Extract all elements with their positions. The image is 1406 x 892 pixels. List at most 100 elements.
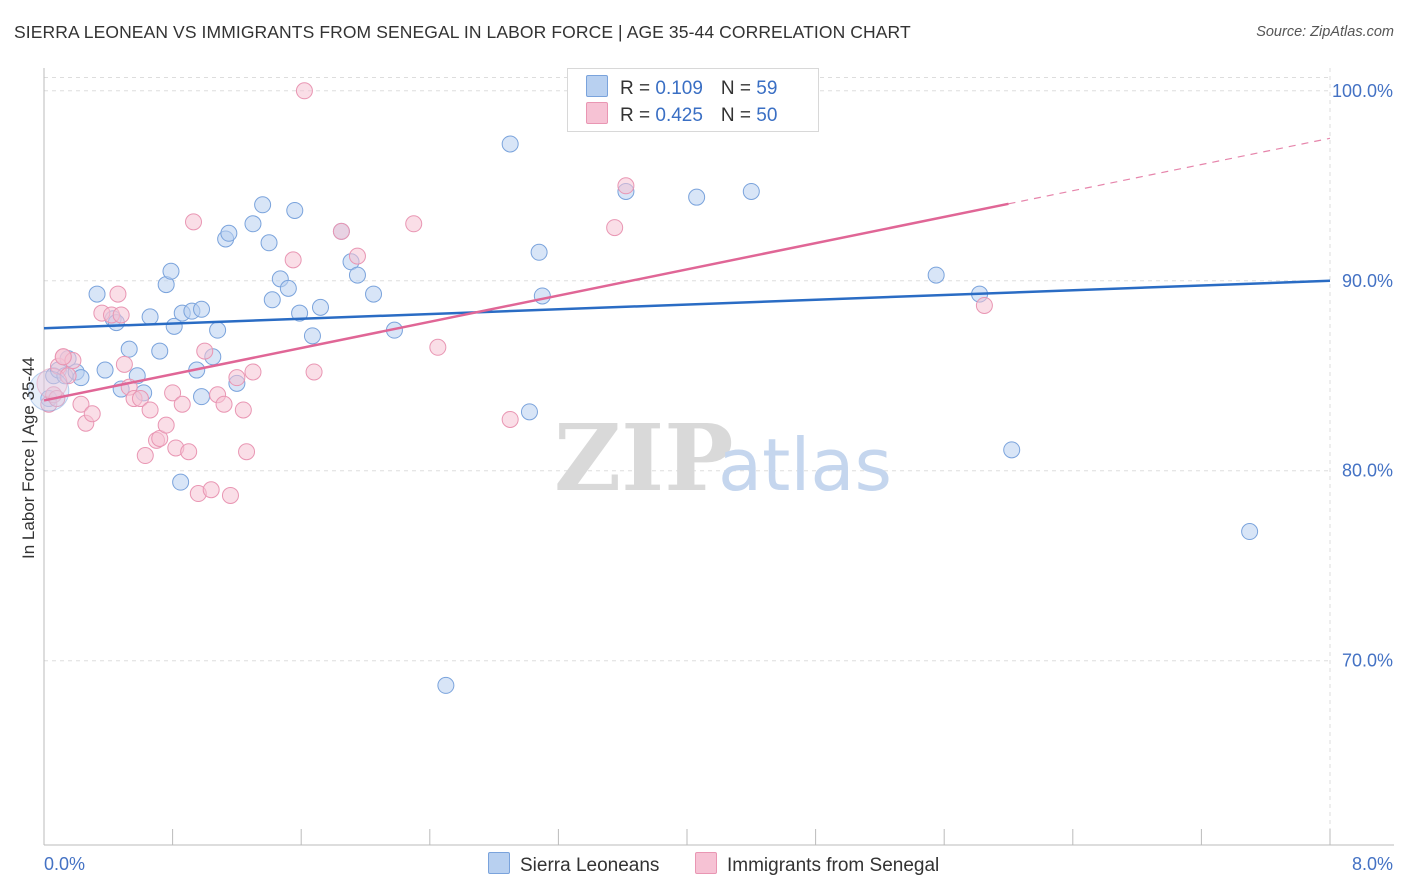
y-tick-label: 90.0% [1342,271,1393,291]
point-sierra-leonean [437,676,455,694]
point-senegal [284,251,302,269]
point-senegal [136,447,154,465]
point-senegal [238,443,256,461]
point-senegal [332,222,350,240]
legend-r-label: R = [620,105,656,126]
chart-title: SIERRA LEONEAN VS IMMIGRANTS FROM SENEGA… [14,22,911,42]
legend-row-sierra-leoneans: R = 0.109 N = 59 [586,75,777,101]
point-sierra-leonean [530,243,548,261]
point-sierra-leonean [96,361,114,379]
legend-r-value: 0.109 [655,78,703,99]
point-sierra-leonean [311,298,329,316]
stats-legend: R = 0.109 N = 59 R = 0.425 N = 50 [567,68,819,132]
point-sierra-leonean [1241,523,1259,541]
point-senegal [975,296,993,314]
point-senegal [59,367,77,385]
point-sierra-leonean [501,135,519,153]
point-senegal [244,363,262,381]
point-senegal [221,486,239,504]
series-swatch-blue [488,852,510,874]
point-sierra-leonean [742,182,760,200]
watermark-atlas: atlas [718,423,892,507]
series-name: Immigrants from Senegal [727,855,940,876]
x-tick-label: 8.0% [1352,854,1393,874]
trend-line-sierra-leonean [43,279,1331,330]
point-sierra-leonean [286,201,304,219]
point-senegal [202,481,220,499]
series-name: Sierra Leoneans [520,855,660,876]
point-sierra-leonean [303,327,321,345]
point-sierra-leonean [365,285,383,303]
point-sierra-leonean [291,304,309,322]
legend-n-label: N = [720,105,757,126]
legend-swatch-blue [586,75,608,97]
point-sierra-leonean [209,321,227,339]
legend-row-senegal: R = 0.425 N = 50 [586,102,777,128]
point-sierra-leonean [1003,441,1021,459]
point-senegal [196,342,214,360]
y-tick-label: 100.0% [1332,81,1393,101]
x-tick-label: 0.0% [44,854,85,874]
point-senegal [184,213,202,231]
point-cluster-blue [28,370,70,412]
trend-line-senegal-extension [1008,137,1331,205]
point-senegal [157,416,175,434]
y-tick-label: 80.0% [1342,461,1393,481]
point-senegal [54,348,72,366]
point-senegal [348,247,366,265]
point-sierra-leonean [688,188,706,206]
point-sierra-leonean [193,388,211,406]
point-senegal [617,177,635,195]
point-senegal [164,384,182,402]
point-senegal [234,401,252,419]
trend-line-senegal [43,202,1009,402]
point-sierra-leonean [260,234,278,252]
point-senegal [215,395,233,413]
legend-n-label: N = [720,78,757,99]
point-senegal [173,395,191,413]
point-senegal [180,443,198,461]
axis-layer: 70.0% 80.0% 90.0% 100.0% 0.0% 8.0% [43,68,1394,874]
point-cluster-pink [36,367,68,399]
point-senegal [112,306,130,324]
point-senegal [141,401,159,419]
point-sierra-leonean [88,285,106,303]
point-senegal [115,355,133,373]
point-sierra-leonean [120,340,138,358]
point-sierra-leonean [141,308,159,326]
point-sierra-leonean [263,291,281,309]
point-senegal [606,219,624,237]
point-senegal [131,390,149,408]
source-label: Source: ZipAtlas.com [1256,24,1394,40]
legend-n-value: 50 [756,105,778,126]
point-sierra-leonean [220,224,238,242]
y-tick-label: 70.0% [1342,651,1393,671]
point-sierra-leonean [927,266,945,284]
point-senegal [72,395,90,413]
point-sierra-leonean [279,279,297,297]
point-sierra-leonean [348,266,366,284]
point-senegal [295,82,313,100]
point-sierra-leonean [244,215,262,233]
series-legend-item-sierra-leoneans[interactable]: Sierra Leoneans [488,852,659,877]
legend-r-value: 0.425 [655,105,703,126]
point-sierra-leonean [533,287,551,305]
watermark-zip: ZIP [554,404,733,512]
series-legend-item-senegal[interactable]: Immigrants from Senegal [695,852,939,877]
point-sierra-leonean [254,196,272,214]
legend-n-value: 59 [756,78,778,99]
point-senegal [305,363,323,381]
point-sierra-leonean [151,342,169,360]
points-layer [28,82,1259,694]
trend-layer [43,137,1331,402]
point-senegal [405,215,423,233]
point-senegal [501,410,519,428]
point-sierra-leonean [162,262,180,280]
y-axis-label: In Labor Force | Age 35-44 [19,357,38,559]
legend-swatch-pink [586,102,608,124]
point-senegal [429,338,447,356]
legend-r-label: R = [620,78,656,99]
point-senegal [228,369,246,387]
point-senegal [109,285,127,303]
